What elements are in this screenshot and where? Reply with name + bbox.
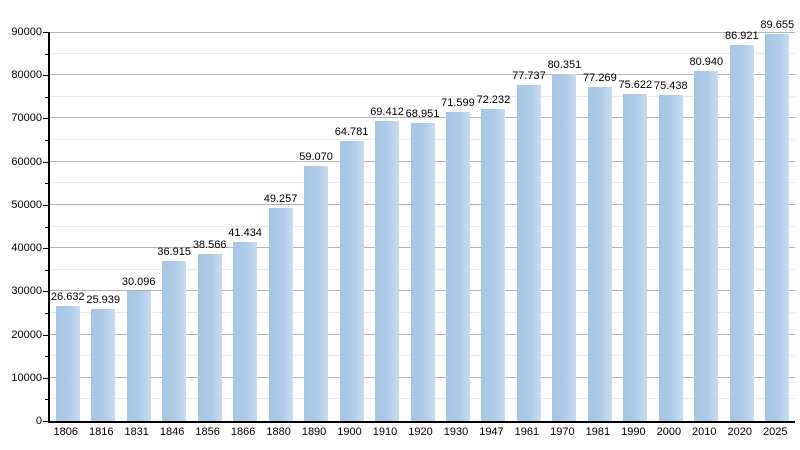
gridline-minor <box>50 52 795 54</box>
x-axis-label: 2010 <box>692 426 717 438</box>
x-axis-label: 1920 <box>408 426 433 438</box>
x-axis-label: 1900 <box>337 426 362 438</box>
x-axis-label: 1910 <box>372 426 398 438</box>
y-axis-label: 30000 <box>11 285 42 298</box>
y-tick-major <box>43 75 48 77</box>
y-axis-label: 90000 <box>11 26 42 38</box>
bar-value-label: 89.655 <box>760 18 795 31</box>
x-axis-label: 1846 <box>159 426 185 438</box>
y-tick-major <box>43 161 48 163</box>
bar-1856 <box>197 254 222 421</box>
x-axis-label: 2025 <box>763 426 788 438</box>
gridline-major <box>50 74 795 76</box>
y-axis-label: 10000 <box>11 371 42 384</box>
bar-1970 <box>552 73 577 421</box>
bar-value-label: 26.632 <box>50 290 85 303</box>
bar-value-label: 77.737 <box>512 70 546 83</box>
bar-1930 <box>445 111 470 421</box>
bar-value-label: 75.622 <box>618 79 653 92</box>
y-tick-major <box>43 334 48 336</box>
y-tick-minor <box>45 96 48 98</box>
x-axis-label: 1831 <box>124 426 149 438</box>
y-tick-minor <box>45 226 48 228</box>
x-axis-label: 2000 <box>656 426 682 438</box>
x-axis-label: 1961 <box>514 426 540 438</box>
bar-2000 <box>658 94 683 421</box>
x-axis-label: 1856 <box>195 426 220 438</box>
bar-value-label: 36.915 <box>157 246 191 259</box>
bar-1866 <box>233 241 258 421</box>
bar-2025 <box>765 33 790 421</box>
bar-1981 <box>587 87 612 421</box>
bar-1890 <box>304 165 329 421</box>
bar-value-label: 59.070 <box>299 150 333 163</box>
gridline-major <box>50 32 795 33</box>
bar-value-label: 49.257 <box>263 193 298 206</box>
y-tick-major <box>43 421 48 422</box>
x-axis-label: 1816 <box>88 426 114 438</box>
bar-2020 <box>729 45 754 421</box>
bar-1910 <box>375 121 400 421</box>
bar-1816 <box>91 308 116 421</box>
x-axis-label: 2020 <box>727 426 753 438</box>
y-axis-label: 20000 <box>11 328 42 341</box>
x-axis-label: 1970 <box>550 426 575 438</box>
bar-value-label: 64.781 <box>334 126 369 139</box>
y-axis-label: 80000 <box>11 69 42 82</box>
bar-value-label: 80.940 <box>689 56 724 69</box>
y-axis-label: 70000 <box>11 112 42 125</box>
bar-value-label: 86.921 <box>724 30 759 43</box>
y-tick-major <box>43 204 48 206</box>
x-axis-label: 1930 <box>443 426 469 438</box>
y-tick-major <box>43 377 48 379</box>
y-tick-minor <box>45 269 48 271</box>
y-axis-label: 0 <box>35 415 42 427</box>
x-axis-label: 1806 <box>53 426 78 438</box>
bar-1947 <box>481 108 506 421</box>
x-axis-label: 1947 <box>479 426 504 438</box>
bar-value-label: 41.434 <box>228 226 262 239</box>
bar-value-label: 25.939 <box>86 293 121 306</box>
y-axis-label: 60000 <box>11 155 42 168</box>
gridline-major <box>50 117 795 119</box>
y-tick-minor <box>45 183 48 185</box>
bar-2010 <box>694 71 719 421</box>
y-tick-minor <box>45 356 48 358</box>
bar-1961 <box>516 85 541 421</box>
y-tick-minor <box>45 399 48 401</box>
y-tick-major <box>43 32 48 33</box>
y-tick-major <box>43 291 48 293</box>
bar-value-label: 69.412 <box>370 106 404 118</box>
bar-1880 <box>268 208 293 421</box>
bar-value-label: 72.232 <box>476 93 511 106</box>
bar-value-label: 77.269 <box>583 72 617 85</box>
bar-value-label: 30.096 <box>121 275 156 288</box>
bar-1900 <box>339 141 364 421</box>
bar-1831 <box>126 290 151 421</box>
y-tick-minor <box>45 312 48 314</box>
bar-1846 <box>162 261 187 421</box>
y-tick-major <box>43 118 48 120</box>
x-axis-label: 1981 <box>585 426 611 438</box>
gridline-minor <box>50 95 795 97</box>
bar-1806 <box>55 305 80 421</box>
y-tick-minor <box>45 140 48 142</box>
x-axis-label: 1890 <box>301 426 327 438</box>
bar-value-label: 75.438 <box>654 79 688 92</box>
y-tick-major <box>43 248 48 250</box>
bar-value-label: 68.951 <box>405 107 440 120</box>
bar-value-label: 71.599 <box>441 96 475 109</box>
bar-1990 <box>623 94 648 421</box>
y-axis-label: 50000 <box>11 198 42 211</box>
x-axis-label: 1880 <box>266 426 291 438</box>
bar-value-label: 38.566 <box>192 239 227 252</box>
bar-value-label: 80.351 <box>547 58 582 71</box>
y-tick-minor <box>45 53 48 55</box>
bar-1920 <box>410 122 435 421</box>
x-axis-label: 1990 <box>621 426 646 438</box>
x-axis-label: 1866 <box>230 426 256 438</box>
y-axis-label: 40000 <box>11 242 42 255</box>
plot-area: 26.632 25.939 30.096 36.915 38.566 41.434 49.2… <box>48 19 795 423</box>
